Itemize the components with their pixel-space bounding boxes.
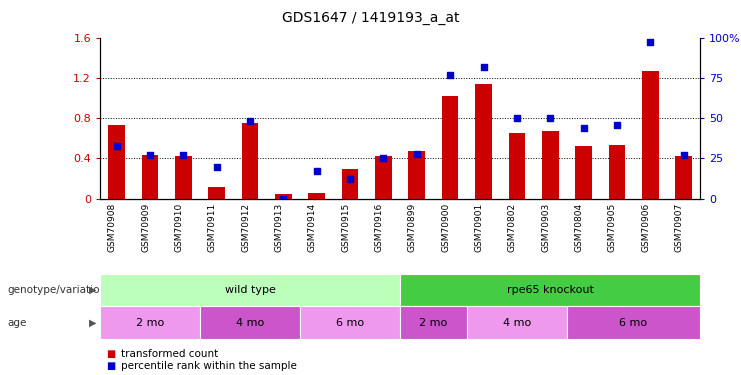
- Bar: [375, 156, 392, 199]
- Bar: [642, 71, 659, 199]
- Text: GSM70912: GSM70912: [241, 202, 250, 252]
- Point: [477, 63, 489, 69]
- Bar: [308, 193, 325, 199]
- Point: [445, 72, 456, 78]
- Text: 6 mo: 6 mo: [619, 318, 648, 327]
- Bar: [275, 194, 292, 199]
- Text: GSM70909: GSM70909: [141, 202, 150, 252]
- Point: [377, 155, 390, 161]
- Text: ■: ■: [107, 350, 120, 359]
- Text: 4 mo: 4 mo: [502, 318, 531, 327]
- Point: [344, 176, 356, 182]
- Text: GSM70901: GSM70901: [474, 202, 483, 252]
- Text: wild type: wild type: [225, 285, 276, 295]
- Text: GSM70899: GSM70899: [408, 202, 416, 252]
- Point: [677, 152, 689, 158]
- Text: GSM70916: GSM70916: [374, 202, 384, 252]
- Point: [544, 115, 556, 121]
- Text: ▶: ▶: [89, 285, 96, 295]
- Text: GSM70915: GSM70915: [341, 202, 350, 252]
- Bar: [342, 168, 359, 199]
- Text: 2 mo: 2 mo: [419, 318, 448, 327]
- Point: [210, 164, 222, 170]
- Text: GSM70804: GSM70804: [574, 202, 584, 252]
- Text: GDS1647 / 1419193_a_at: GDS1647 / 1419193_a_at: [282, 11, 459, 25]
- Bar: [108, 125, 125, 199]
- Text: ▶: ▶: [89, 318, 96, 327]
- Point: [178, 152, 190, 158]
- Point: [578, 125, 590, 131]
- Bar: [508, 133, 525, 199]
- Point: [411, 151, 422, 157]
- Text: 4 mo: 4 mo: [236, 318, 265, 327]
- Text: rpe65 knockout: rpe65 knockout: [507, 285, 594, 295]
- Text: GSM70913: GSM70913: [274, 202, 283, 252]
- Text: GSM70802: GSM70802: [508, 202, 516, 252]
- Point: [244, 118, 256, 124]
- Bar: [475, 84, 492, 199]
- Text: GSM70905: GSM70905: [608, 202, 617, 252]
- Bar: [242, 123, 259, 199]
- Bar: [675, 156, 692, 199]
- Text: genotype/variation: genotype/variation: [7, 285, 107, 295]
- Text: transformed count: transformed count: [121, 350, 218, 359]
- Bar: [208, 187, 225, 199]
- Bar: [442, 96, 459, 199]
- Point: [511, 115, 522, 121]
- Point: [611, 122, 622, 128]
- Point: [311, 168, 323, 174]
- Point: [111, 142, 123, 148]
- Bar: [575, 146, 592, 199]
- Bar: [542, 131, 559, 199]
- Bar: [608, 146, 625, 199]
- Text: 6 mo: 6 mo: [336, 318, 364, 327]
- Text: GSM70908: GSM70908: [107, 202, 117, 252]
- Text: age: age: [7, 318, 27, 327]
- Text: ■: ■: [107, 361, 120, 370]
- Bar: [408, 152, 425, 199]
- Point: [644, 39, 657, 45]
- Text: GSM70907: GSM70907: [674, 202, 683, 252]
- Text: 2 mo: 2 mo: [136, 318, 165, 327]
- Text: GSM70900: GSM70900: [441, 202, 451, 252]
- Bar: [175, 156, 192, 199]
- Text: GSM70903: GSM70903: [541, 202, 550, 252]
- Text: GSM70906: GSM70906: [641, 202, 651, 252]
- Point: [277, 196, 289, 202]
- Text: GSM70910: GSM70910: [174, 202, 184, 252]
- Text: GSM70914: GSM70914: [308, 202, 317, 252]
- Point: [144, 152, 156, 158]
- Bar: [142, 155, 159, 199]
- Text: GSM70911: GSM70911: [207, 202, 216, 252]
- Text: percentile rank within the sample: percentile rank within the sample: [121, 361, 296, 370]
